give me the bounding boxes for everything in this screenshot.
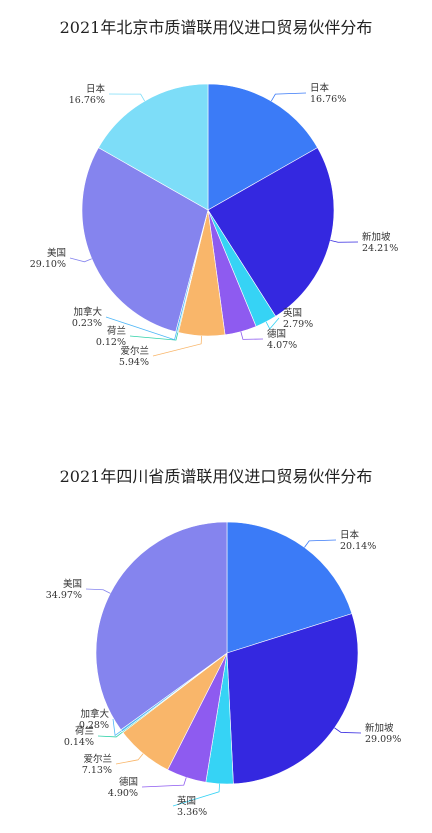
leader-line xyxy=(172,783,220,807)
slice-percent-label: 4.90% xyxy=(108,788,138,799)
slice-category-label: 爱尔兰 xyxy=(83,753,112,765)
slice-category-label: 英国 xyxy=(177,795,196,807)
slice-percent-label: 20.14% xyxy=(340,541,376,552)
slice-percent-label: 29.10% xyxy=(30,259,66,270)
leader-line xyxy=(265,317,280,330)
slice-category-label: 英国 xyxy=(283,307,302,319)
slice-category-label: 日本 xyxy=(86,83,106,95)
slice-percent-label: 34.97% xyxy=(46,590,82,601)
slice-percent-label: 5.94% xyxy=(119,357,149,368)
pie-slice xyxy=(207,147,335,317)
pie-slice xyxy=(95,521,228,731)
leader-line xyxy=(240,331,264,340)
slice-percent-label: 2.79% xyxy=(283,319,313,330)
leader-line xyxy=(115,753,144,765)
slice-category-label: 新加坡 xyxy=(362,231,391,243)
leader-line xyxy=(108,93,146,102)
slice-category-label: 荷兰 xyxy=(75,725,94,737)
leader-line xyxy=(141,777,187,788)
slice-percent-label: 0.14% xyxy=(64,737,94,748)
leader-line xyxy=(112,718,122,737)
slice-percent-label: 0.12% xyxy=(96,337,126,348)
slice-category-label: 加拿大 xyxy=(73,306,102,318)
leader-line xyxy=(152,335,202,357)
slice-category-label: 美国 xyxy=(63,578,82,590)
leader-line xyxy=(304,539,337,548)
slice-category-label: 加拿大 xyxy=(80,708,109,720)
slice-percent-label: 4.07% xyxy=(267,340,297,351)
slice-category-label: 美国 xyxy=(47,247,66,259)
slice-percent-label: 0.23% xyxy=(72,318,102,329)
leader-line xyxy=(270,92,307,102)
leader-line xyxy=(97,731,123,738)
leader-line xyxy=(85,588,111,594)
pie-slice xyxy=(98,83,209,211)
slice-percent-label: 29.09% xyxy=(365,734,401,745)
slice-category-label: 日本 xyxy=(340,529,360,541)
slice-category-label: 荷兰 xyxy=(107,325,126,337)
slice-category-label: 新加坡 xyxy=(365,722,394,734)
pie-slice xyxy=(207,83,318,211)
slice-percent-label: 16.76% xyxy=(310,94,346,105)
leader-line xyxy=(330,239,359,243)
chart-title-2: 2021年四川省质谱联用仪进口贸易伙伴分布 xyxy=(60,467,373,486)
slice-category-label: 日本 xyxy=(310,82,330,94)
pie-chart-1: 日本16.76%新加坡24.21%英国2.79%德国4.07%爱尔兰5.94%荷… xyxy=(30,82,398,368)
slice-percent-label: 0.28% xyxy=(79,720,109,731)
leader-line xyxy=(129,332,179,341)
leader-line xyxy=(69,257,92,263)
leader-line xyxy=(105,316,177,341)
slice-category-label: 爱尔兰 xyxy=(120,345,149,357)
pie-slice xyxy=(81,147,209,333)
slice-percent-label: 24.21% xyxy=(362,243,398,254)
slice-category-label: 德国 xyxy=(119,776,138,788)
slice-percent-label: 16.76% xyxy=(69,95,105,106)
slice-percent-label: 7.13% xyxy=(82,765,112,776)
slice-category-label: 德国 xyxy=(267,328,286,340)
leader-line xyxy=(334,727,362,734)
slice-percent-label: 3.36% xyxy=(177,807,207,818)
chart-title-1: 2021年北京市质谱联用仪进口贸易伙伴分布 xyxy=(60,18,373,37)
